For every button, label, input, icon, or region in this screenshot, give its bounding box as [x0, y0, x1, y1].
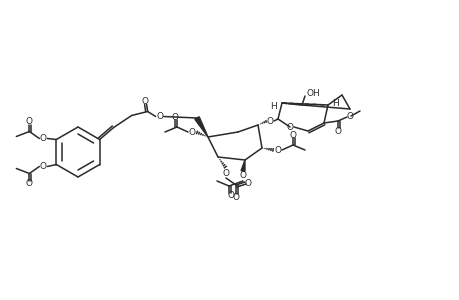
Text: O: O: [239, 172, 246, 181]
Text: OH: OH: [306, 88, 320, 98]
Text: O: O: [222, 169, 229, 178]
Text: O: O: [26, 179, 33, 188]
Text: O: O: [141, 97, 148, 106]
Text: O: O: [289, 130, 296, 140]
Text: O: O: [40, 134, 47, 143]
Text: O: O: [232, 193, 239, 202]
Text: O: O: [266, 116, 273, 125]
Polygon shape: [241, 160, 245, 171]
Text: O: O: [26, 117, 33, 126]
Text: O: O: [274, 146, 281, 154]
Text: H: H: [332, 98, 339, 107]
Text: H: H: [270, 101, 277, 110]
Text: O: O: [188, 128, 195, 136]
Text: O: O: [346, 112, 353, 121]
Text: O: O: [40, 162, 47, 171]
Text: O: O: [244, 178, 251, 188]
Text: O: O: [171, 112, 178, 122]
Text: O: O: [156, 112, 163, 121]
Text: O: O: [334, 127, 341, 136]
Text: O: O: [227, 191, 234, 200]
Polygon shape: [195, 117, 207, 137]
Text: O: O: [286, 122, 293, 131]
